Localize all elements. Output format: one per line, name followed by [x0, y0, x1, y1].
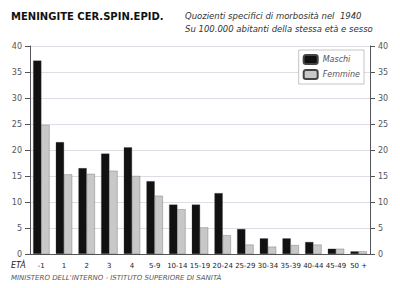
- svg-text:Maschi: Maschi: [323, 55, 351, 64]
- svg-text:15: 15: [12, 172, 22, 181]
- svg-text:3: 3: [107, 262, 111, 270]
- svg-text:45-49: 45-49: [326, 262, 346, 270]
- svg-text:4: 4: [130, 262, 135, 270]
- svg-text:15-19: 15-19: [190, 262, 210, 270]
- svg-text:40: 40: [378, 42, 388, 51]
- svg-text:20: 20: [12, 146, 22, 155]
- svg-text:30-34: 30-34: [258, 262, 279, 270]
- svg-text:35: 35: [378, 68, 388, 77]
- svg-text:1: 1: [62, 262, 66, 270]
- svg-text:10-14: 10-14: [167, 262, 188, 270]
- svg-text:MENINGITE CER.SPIN.EPID.: MENINGITE CER.SPIN.EPID.: [11, 11, 164, 22]
- svg-text:40: 40: [12, 42, 22, 51]
- svg-text:25: 25: [12, 120, 22, 129]
- svg-text:50 +: 50 +: [350, 262, 367, 270]
- svg-text:ETÀ: ETÀ: [11, 259, 26, 270]
- svg-text:Su 100.000 abitanti della stes: Su 100.000 abitanti della stessa età e s…: [185, 24, 373, 34]
- svg-text:0: 0: [378, 250, 383, 259]
- svg-text:5-9: 5-9: [149, 262, 160, 270]
- svg-text:2: 2: [84, 262, 88, 270]
- svg-text:10: 10: [12, 198, 22, 207]
- svg-text:5: 5: [17, 224, 22, 233]
- svg-text:Femmine: Femmine: [323, 70, 360, 79]
- svg-text:20: 20: [378, 146, 388, 155]
- svg-text:-1: -1: [38, 262, 45, 270]
- svg-text:15: 15: [378, 172, 388, 181]
- svg-text:MINISTERO DELL'INTERNO - ISTIT: MINISTERO DELL'INTERNO - ISTITUTO SUPERI…: [11, 273, 222, 282]
- svg-text:40-44: 40-44: [303, 262, 324, 270]
- svg-text:35-39: 35-39: [280, 262, 300, 270]
- svg-text:35: 35: [12, 68, 22, 77]
- svg-text:0: 0: [17, 250, 22, 259]
- svg-text:30: 30: [378, 94, 388, 103]
- svg-text:5: 5: [378, 224, 383, 233]
- svg-text:Quozienti specifici di morbosi: Quozienti specifici di morbosità nel 194…: [185, 11, 362, 21]
- svg-text:30: 30: [12, 94, 22, 103]
- svg-text:20-24: 20-24: [212, 262, 233, 270]
- svg-text:25: 25: [378, 120, 388, 129]
- svg-text:10: 10: [378, 198, 388, 207]
- svg-text:25-29: 25-29: [235, 262, 255, 270]
